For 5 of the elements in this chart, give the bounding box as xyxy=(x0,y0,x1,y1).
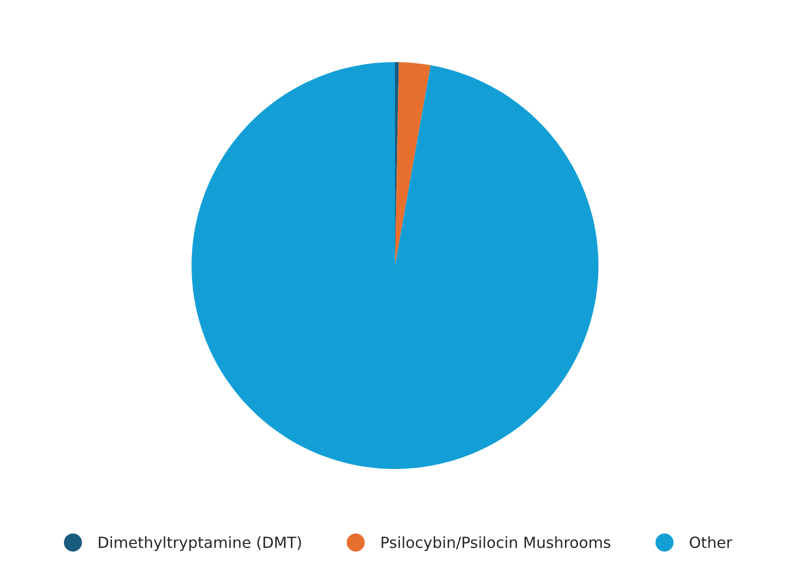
pie-slice xyxy=(395,62,431,266)
legend-label: Dimethyltryptamine (DMT) xyxy=(98,536,301,552)
legend-label: Psilocybin/Psilocin Mushrooms xyxy=(382,536,610,552)
legend-label: Other xyxy=(690,536,732,548)
pie-slice xyxy=(192,62,598,469)
